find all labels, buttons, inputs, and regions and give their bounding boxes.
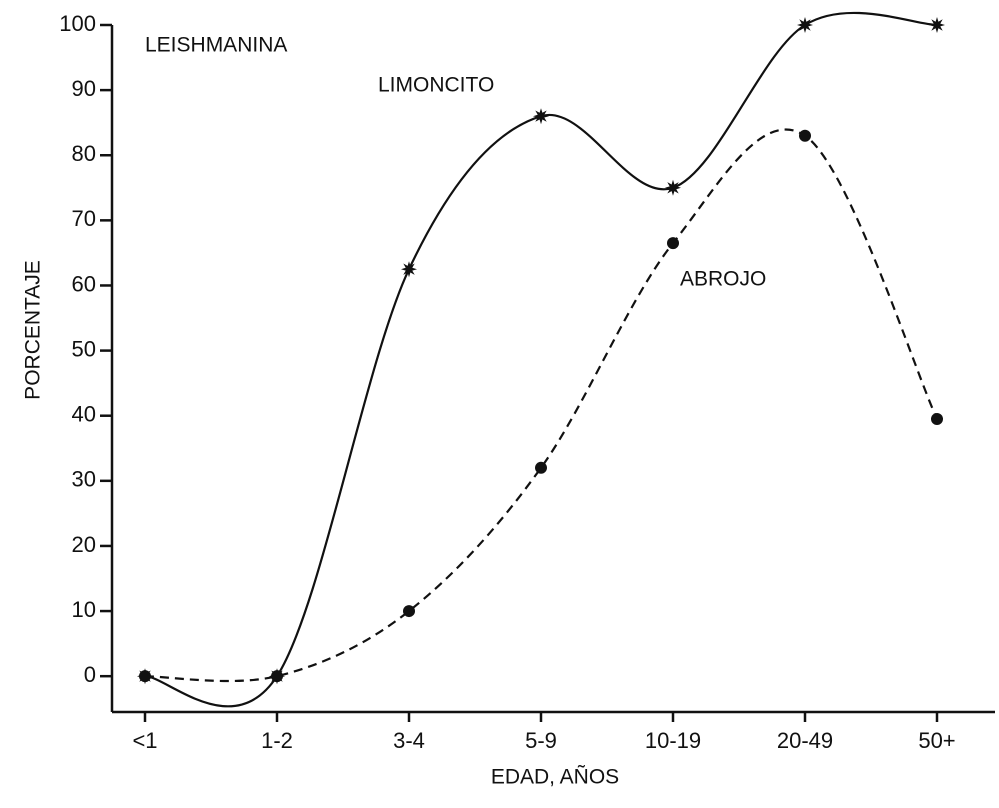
point [535, 461, 547, 474]
series-line [144, 128, 938, 683]
point [929, 17, 945, 33]
y-tick-label: 70 [72, 206, 96, 231]
y-tick-label: 10 [72, 597, 96, 622]
point [139, 670, 151, 683]
y-tick-label: 90 [72, 76, 96, 101]
x-tick-label: <1 [132, 728, 157, 753]
x-tick-label: 10-19 [645, 728, 701, 753]
series-label: ABROJO [680, 268, 766, 291]
x-tick-label: 5-9 [525, 728, 557, 753]
series-label: LIMONCITO [378, 74, 494, 97]
point [403, 605, 415, 618]
x-tick-label: 3-4 [393, 728, 425, 753]
y-tick-label: 50 [72, 336, 96, 361]
y-tick-label: 80 [72, 141, 96, 166]
y-tick-label: 20 [72, 532, 96, 557]
point [667, 237, 679, 250]
point [799, 129, 811, 142]
point [665, 179, 681, 196]
x-tick-label: 20-49 [777, 728, 833, 753]
y-tick-label: 0 [84, 662, 96, 687]
x-tick-label: 1-2 [261, 728, 293, 753]
point [931, 412, 943, 425]
y-tick-label: 100 [59, 11, 96, 36]
x-tick-label: 50+ [918, 728, 955, 753]
chart-title: LEISHMANINA [145, 34, 287, 57]
y-axis-label: PORCENTAJE [22, 260, 45, 400]
y-tick-label: 30 [72, 467, 96, 492]
y-tick-label: 60 [72, 271, 96, 296]
point [401, 261, 417, 278]
y-tick-label: 40 [72, 402, 96, 427]
x-axis-label: EDAD, AÑOS [491, 765, 619, 789]
point [271, 670, 283, 683]
point [533, 108, 549, 125]
point [797, 17, 813, 33]
